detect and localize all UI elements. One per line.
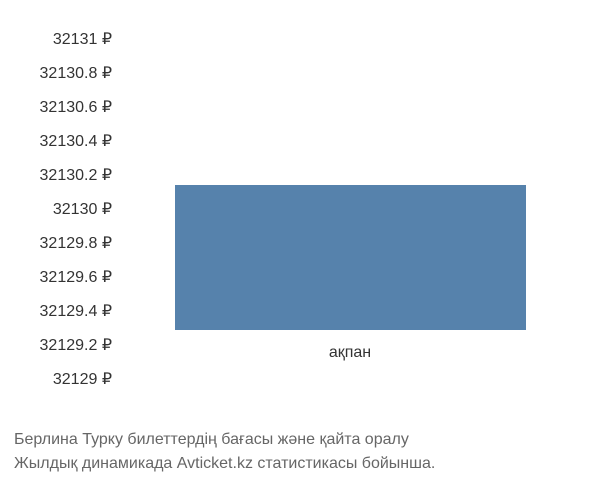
y-tick-label: 32131 ₽: [53, 32, 112, 48]
y-tick-label: 32129.4 ₽: [40, 304, 112, 320]
x-tick-label: ақпан: [125, 344, 575, 362]
y-axis: 32131 ₽ 32130.8 ₽ 32130.6 ₽ 32130.4 ₽ 32…: [10, 40, 120, 380]
plot-area: ақпан: [125, 40, 575, 330]
y-tick-label: 32129 ₽: [53, 372, 112, 388]
caption-line: Жылдық динамикада Avticket.kz статистика…: [14, 452, 600, 476]
chart-caption: Берлина Турку билеттердің бағасы және қа…: [14, 428, 600, 476]
y-tick-label: 32130.2 ₽: [40, 168, 112, 184]
chart-container: 32131 ₽ 32130.8 ₽ 32130.6 ₽ 32130.4 ₽ 32…: [10, 40, 590, 380]
y-tick-label: 32130.4 ₽: [40, 134, 112, 150]
y-tick-label: 32129.8 ₽: [40, 236, 112, 252]
y-tick-label: 32129.6 ₽: [40, 270, 112, 286]
y-tick-label: 32130.8 ₽: [40, 66, 112, 82]
caption-line: Берлина Турку билеттердің бағасы және қа…: [14, 428, 600, 452]
y-tick-label: 32129.2 ₽: [40, 338, 112, 354]
y-tick-label: 32130.6 ₽: [40, 100, 112, 116]
bar: [175, 185, 526, 330]
y-tick-label: 32130 ₽: [53, 202, 112, 218]
